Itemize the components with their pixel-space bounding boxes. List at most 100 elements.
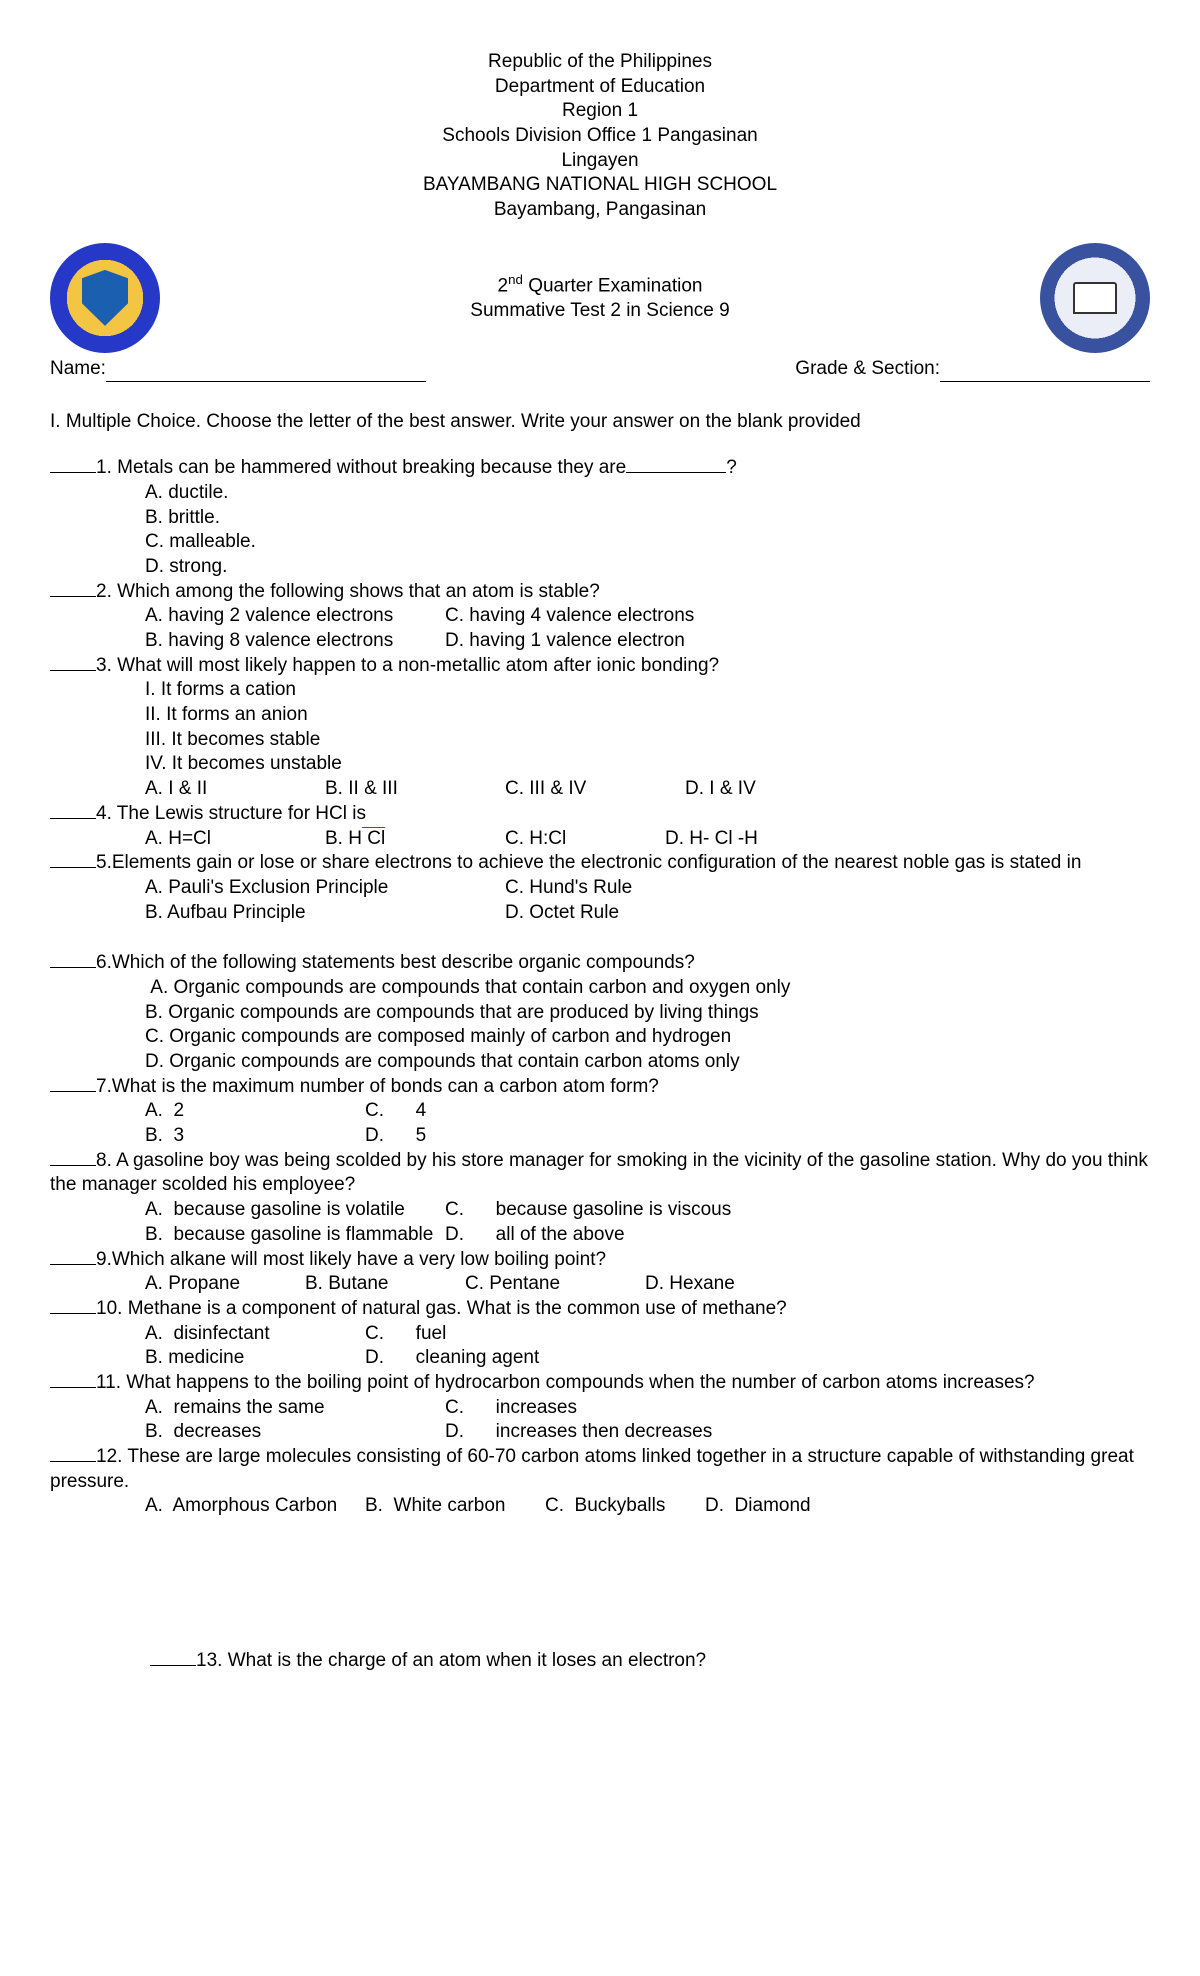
exam-title-sup: nd [508,272,523,287]
title-row: 2nd Quarter Examination Summative Test 2… [50,243,1150,353]
question-11: 11. What happens to the boiling point of… [50,1371,1150,1445]
exam-title-line1: 2nd Quarter Examination [160,271,1040,299]
answer-blank [50,670,96,671]
q1-opt-d: D. strong. [145,555,1150,580]
answer-blank [50,1387,96,1388]
question-12: 12. These are large molecules consisting… [50,1445,1150,1519]
question-13: 13. What is the charge of an atom when i… [50,1649,1150,1674]
q1-stem-end: ? [726,457,737,478]
answer-blank [150,1665,196,1666]
q10-opt-d: D. cleaning agent [365,1346,539,1371]
q6-stem: 6.Which of the following statements best… [96,952,695,973]
answer-blank [50,1165,96,1166]
q10-opt-c: C. fuel [365,1322,446,1347]
q11-opt-b: B. decreases [145,1420,445,1445]
header-line: Department of Education [50,75,1150,100]
answer-blank [50,967,96,968]
q3-roman-ii: II. It forms an anion [145,703,1150,728]
q8-opt-c: C. because gasoline is viscous [445,1198,731,1223]
q2-opt-c: C. having 4 valence electrons [445,604,694,629]
q7-opt-a: A. 2 [145,1099,365,1124]
q11-stem: 11. What happens to the boiling point of… [96,1372,1035,1393]
q7-stem: 7.What is the maximum number of bonds ca… [96,1076,659,1097]
grade-section-label: Grade & Section: [795,357,940,382]
q6-opt-c: C. Organic compounds are composed mainly… [145,1025,1150,1050]
name-label: Name: [50,357,106,382]
q3-roman-iv: IV. It becomes unstable [145,752,1150,777]
q3-roman-i: I. It forms a cation [145,678,1150,703]
q10-opt-b: B. medicine [145,1346,365,1371]
instructions: I. Multiple Choice. Choose the letter of… [50,410,1150,435]
q1-opt-b: B. brittle. [145,506,1150,531]
q4-b-cl: Cl [362,828,385,849]
answer-blank [50,1264,96,1265]
header-line: Republic of the Philippines [50,50,1150,75]
q1-opt-c: C. malleable. [145,530,1150,555]
q3-opt-b: B. II & III [325,777,505,802]
exam-title-pre: 2 [498,276,509,297]
q5-stem: 5.Elements gain or lose or share electro… [96,852,1081,873]
question-4: 4. The Lewis structure for HCl is A. H=C… [50,802,1150,851]
q3-roman-iii: III. It becomes stable [145,728,1150,753]
q5-opt-b: B. Aufbau Principle [145,901,505,926]
question-1: 1. Metals can be hammered without breaki… [50,456,1150,579]
q5-opt-c: C. Hund's Rule [505,876,632,901]
question-5: 5.Elements gain or lose or share electro… [50,851,1150,925]
q4-opt-d: D. H- Cl -H [665,827,758,852]
q7-opt-d: D. 5 [365,1124,426,1149]
q8-opt-b: B. because gasoline is flammable [145,1223,445,1248]
q4-opt-a: A. H=Cl [145,827,325,852]
name-blank [106,361,426,382]
q9-opt-d: D. Hexane [645,1272,735,1297]
document-header: Republic of the Philippines Department o… [50,50,1150,223]
grade-section-blank [940,361,1150,382]
q3-opt-c: C. III & IV [505,777,685,802]
q12-opt-b: B. White carbon [365,1494,545,1519]
question-10: 10. Methane is a component of natural ga… [50,1297,1150,1371]
q6-opt-b: B. Organic compounds are compounds that … [145,1001,1150,1026]
answer-blank [50,818,96,819]
header-line: Lingayen [50,149,1150,174]
question-7: 7.What is the maximum number of bonds ca… [50,1075,1150,1149]
q3-stem: 3. What will most likely happen to a non… [96,655,719,676]
q5-opt-d: D. Octet Rule [505,901,619,926]
question-3: 3. What will most likely happen to a non… [50,654,1150,802]
q11-opt-a: A. remains the same [145,1396,445,1421]
q4-b-pre: B. H [325,828,362,849]
q1-stem: 1. Metals can be hammered without breaki… [96,457,626,478]
answer-blank [50,472,96,473]
exam-title-post: Quarter Examination [523,276,703,297]
q12-opt-a: A. Amorphous Carbon [145,1494,365,1519]
q5-opt-a: A. Pauli's Exclusion Principle [145,876,505,901]
q9-opt-a: A. Propane [145,1272,305,1297]
q9-opt-c: C. Pentane [465,1272,645,1297]
q7-opt-b: B. 3 [145,1124,365,1149]
q6-opt-a: A. Organic compounds are compounds that … [145,976,1150,1001]
q2-opt-d: D. having 1 valence electron [445,629,685,654]
q10-opt-a: A. disinfectant [145,1322,365,1347]
question-9: 9.Which alkane will most likely have a v… [50,1248,1150,1297]
answer-blank [50,867,96,868]
answer-blank [50,1461,96,1462]
question-2: 2. Which among the following shows that … [50,580,1150,654]
q8-opt-d: D. all of the above [445,1223,625,1248]
q13-stem: 13. What is the charge of an atom when i… [196,1650,706,1671]
q4-opt-b: B. H Cl [325,827,505,852]
question-6: 6.Which of the following statements best… [50,951,1150,1074]
school-seal-icon [1040,243,1150,353]
answer-blank [50,1091,96,1092]
q4-opt-c: C. H:Cl [505,827,665,852]
q12-opt-c: C. Buckyballs [545,1494,705,1519]
q1-opt-a: A. ductile. [145,481,1150,506]
answer-blank [50,1313,96,1314]
exam-title-line2: Summative Test 2 in Science 9 [160,299,1040,324]
q2-stem: 2. Which among the following shows that … [96,581,600,602]
q7-opt-c: C. 4 [365,1099,426,1124]
q12-stem: 12. These are large molecules consisting… [50,1446,1134,1492]
header-line: Bayambang, Pangasinan [50,198,1150,223]
q2-opt-b: B. having 8 valence electrons [145,629,445,654]
q8-opt-a: A. because gasoline is volatile [145,1198,445,1223]
q2-opt-a: A. having 2 valence electrons [145,604,445,629]
deped-seal-icon [50,243,160,353]
question-8: 8. A gasoline boy was being scolded by h… [50,1149,1150,1248]
